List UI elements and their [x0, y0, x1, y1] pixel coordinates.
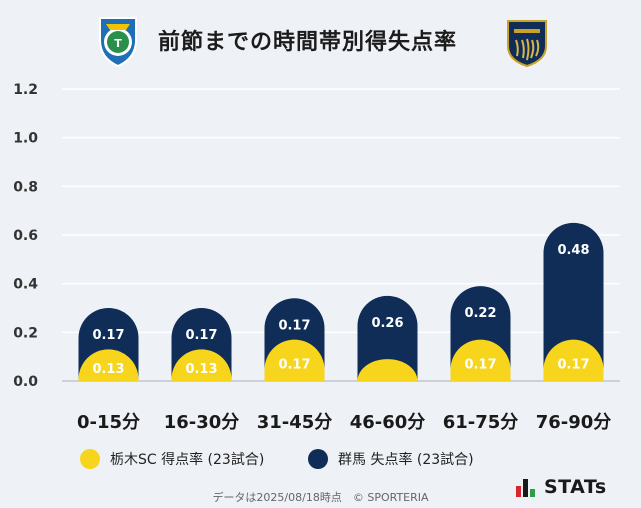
data-label-away: 0.17 [185, 328, 217, 343]
y-tick-label: 0.2 [13, 325, 38, 341]
bar-home [450, 339, 511, 381]
legend-swatch-away [308, 449, 328, 469]
x-tick-label: 76-90分 [536, 412, 612, 433]
svg-text:T: T [114, 37, 122, 50]
data-label-home: 0.17 [557, 357, 589, 372]
x-tick-label: 0-15分 [77, 412, 140, 433]
stats-logo-icon [516, 479, 535, 497]
y-tick-label: 1.2 [13, 82, 38, 98]
x-tick-label: 46-60分 [350, 412, 426, 433]
y-tick-label: 0.4 [13, 277, 38, 293]
legend-item-away: 群馬 失点率 (23試合) [308, 449, 474, 469]
chart-title: 前節までの時間帯別得失点率 [158, 30, 458, 55]
bar-home [78, 349, 139, 381]
x-tick-label: 61-75分 [443, 412, 519, 433]
data-label-away: 0.22 [464, 306, 496, 321]
data-label-away: 0.17 [92, 328, 124, 343]
data-label-away: 0.26 [371, 316, 403, 331]
data-label-away: 0.17 [278, 318, 310, 333]
y-tick-label: 0.8 [13, 179, 38, 195]
stats-brand-text: STATs [544, 476, 607, 498]
legend-label-away: 群馬 失点率 (23試合) [338, 452, 474, 468]
legend-swatch-home [80, 449, 100, 469]
x-tick-label: 16-30分 [164, 412, 240, 433]
bar-home [171, 349, 232, 381]
footer-source: データは2025/08/18時点 © SPORTERIA [212, 491, 429, 504]
y-tick-label: 0.0 [13, 374, 38, 390]
data-label-home: 0.13 [92, 362, 124, 377]
chart-area: 0.0 0.2 0.4 0.6 0.8 1.0 1.2 0.17 0.13 0-15分 0.17 0.… [13, 82, 620, 433]
bar-away [543, 222, 604, 381]
y-tick-label: 1.0 [13, 131, 38, 147]
bar-home [543, 339, 604, 381]
bar-away [357, 295, 418, 381]
data-label-home: 0.17 [278, 357, 310, 372]
y-tick-label: 0.6 [13, 228, 38, 244]
x-tick-label: 31-45分 [257, 412, 333, 433]
thespa-gunma-logo [507, 20, 547, 68]
data-label-away: 0.48 [557, 243, 589, 258]
legend-item-home: 栃木SC 得点率 (23試合) [80, 449, 264, 469]
bar-home [357, 359, 418, 381]
legend-label-home: 栃木SC 得点率 (23試合) [110, 452, 265, 468]
bar-home [264, 339, 325, 381]
stats-brand: STATs [516, 476, 607, 498]
data-label-home: 0.13 [185, 362, 217, 377]
data-label-home: 0.17 [464, 357, 496, 372]
tochigi-sc-logo: T [99, 17, 137, 68]
